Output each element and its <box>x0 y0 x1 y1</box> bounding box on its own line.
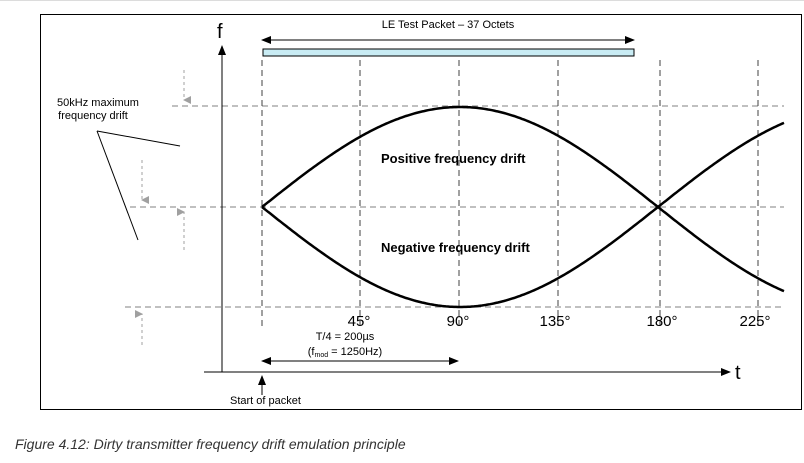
angle-label-90: 90° <box>447 313 470 330</box>
positive-drift-curve <box>261 105 785 293</box>
packet-bar <box>262 48 635 57</box>
angle-label-45: 45° <box>348 313 371 330</box>
figure-caption: Figure 4.12: Dirty transmitter frequency… <box>15 436 406 452</box>
drift-note-line2: frequency drift <box>58 110 128 122</box>
positive-drift-label: Positive frequency drift <box>381 151 526 166</box>
negative-drift-label: Negative frequency drift <box>381 240 530 255</box>
reference-lines <box>125 105 784 308</box>
angle-label-225: 225° <box>739 313 770 330</box>
phase-gridlines <box>261 60 759 330</box>
packet-label: LE Test Packet – 37 Octets <box>382 19 515 31</box>
angle-label-180: 180° <box>646 313 677 330</box>
negative-drift-curve <box>261 121 785 309</box>
drift-dimension-arrows <box>135 70 191 345</box>
drift-note-line1: 50kHz maximum <box>57 97 139 109</box>
drift-note-pointers <box>96 130 181 241</box>
start-of-packet-label: Start of packet <box>230 395 301 407</box>
x-axis-label: t <box>735 362 741 384</box>
figure-frame <box>40 14 802 410</box>
fmod-label: (fmod = 1250Hz) <box>308 346 382 359</box>
y-axis-label: f <box>217 21 223 43</box>
top-divider <box>0 0 804 1</box>
period-label: T/4 = 200µs <box>316 331 375 343</box>
angle-label-135: 135° <box>539 313 570 330</box>
